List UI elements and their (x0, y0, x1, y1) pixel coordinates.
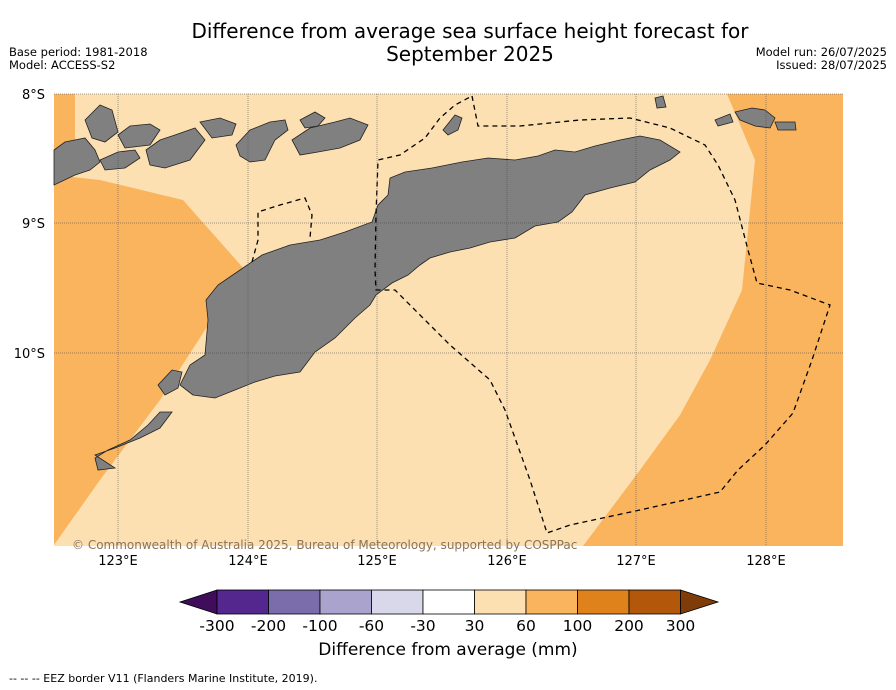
lon-label-127e: 127°E (616, 554, 656, 569)
ocean-orange-region-east (583, 94, 843, 546)
model-run-text: Model run: 26/07/2025 (755, 45, 887, 59)
lon-label-124e: 124°E (228, 554, 268, 569)
colorbar-tick: -100 (302, 617, 337, 635)
colorbar-tick: -30 (410, 617, 435, 635)
rote-island (157, 369, 183, 396)
island-small-10 (714, 113, 734, 127)
issued-text: Issued: 28/07/2025 (776, 58, 887, 72)
base-period-text: Base period: 1981-2018 (9, 45, 148, 59)
lon-label-128e: 128°E (746, 554, 786, 569)
colorbar-tick: 30 (465, 617, 485, 635)
lon-label-125e: 125°E (357, 554, 397, 569)
colorbar-tick: 100 (563, 617, 593, 635)
colorbar-segment-8 (577, 589, 630, 615)
eez-border-line (251, 95, 831, 534)
meta-right: Model run: 26/07/2025 Issued: 28/07/2025 (756, 46, 887, 72)
colorbar-tick: 200 (614, 617, 644, 635)
colorbar (178, 589, 720, 615)
lon-label-126e: 126°E (487, 554, 527, 569)
lat-label-10s: 10°S (14, 347, 45, 362)
copyright-text: © Commonwealth of Australia 2025, Bureau… (72, 538, 577, 552)
colorbar-segment-9 (628, 589, 681, 615)
colorbar-tick: -60 (359, 617, 384, 635)
colorbar-segment-2 (268, 589, 321, 615)
colorbar-extend-low (178, 589, 218, 615)
sawu-island (94, 411, 173, 471)
graticule (54, 93, 843, 546)
latitude-labels: 8°S 9°S 10°S (14, 88, 45, 362)
model-text: Model: ACCESS-S2 (9, 58, 116, 72)
colorbar-title: Difference from average (mm) (318, 640, 578, 660)
title-line-1: Difference from average sea surface heig… (191, 19, 749, 43)
map-title: Difference from average sea surface heig… (160, 20, 780, 66)
lon-label-123e: 123°E (98, 554, 138, 569)
meta-left: Base period: 1981-2018 Model: ACCESS-S2 (9, 46, 148, 72)
island-small-4 (145, 127, 206, 169)
alor-island (235, 119, 289, 163)
island-small-5 (199, 117, 237, 139)
island-small-6 (299, 111, 326, 129)
colorbar-tick: -200 (251, 617, 286, 635)
island-small-2 (117, 123, 161, 149)
colorbar-tick-labels: -300 -200 -100 -60 -30 30 60 100 200 300 (199, 617, 695, 635)
lat-label-9s: 9°S (22, 217, 45, 232)
colorbar-segment-3 (319, 589, 372, 615)
timor-island (179, 135, 681, 399)
colorbar-segment-1 (216, 589, 269, 615)
wetar-island (291, 117, 369, 156)
ocean-orange-region-nw (54, 94, 75, 150)
title-line-2: September 2025 (386, 42, 554, 66)
atauro-island (442, 114, 463, 136)
island-small-7 (734, 107, 776, 129)
lat-label-8s: 8°S (22, 88, 45, 103)
footnote-eez: -- -- -- EEZ border V11 (Flanders Marine… (9, 672, 318, 685)
island-small-9 (654, 95, 667, 109)
colorbar-segment-5 (422, 589, 475, 615)
colorbar-segment-4 (371, 589, 424, 615)
colorbar-tick: -300 (199, 617, 234, 635)
colorbar-segment-7 (525, 589, 578, 615)
colorbar-extend-high (680, 589, 720, 615)
island-small-8 (774, 121, 797, 131)
flores-island (53, 137, 101, 186)
longitude-labels: 123°E 124°E 125°E 126°E 127°E 128°E (98, 554, 786, 569)
colorbar-segment-6 (474, 589, 527, 615)
colorbar-tick: 300 (666, 617, 696, 635)
colorbar-tick: 60 (516, 617, 536, 635)
